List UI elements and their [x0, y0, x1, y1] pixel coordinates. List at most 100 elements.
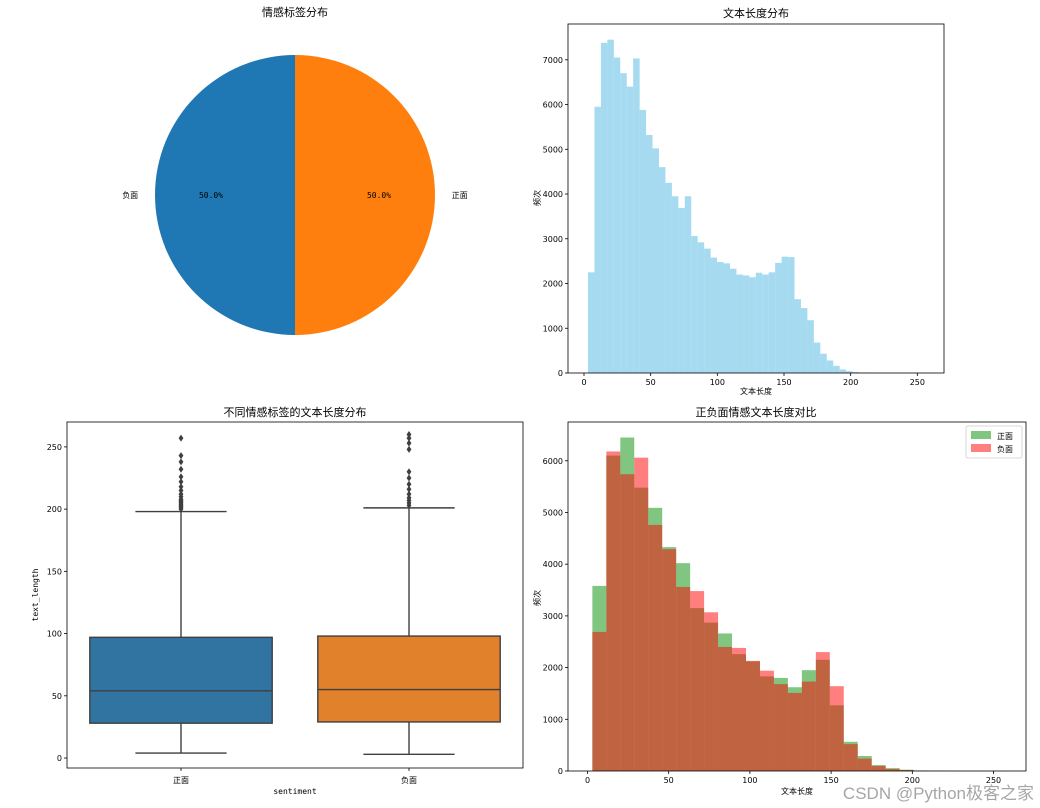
y-tick-label: 0 — [57, 754, 62, 763]
histogram-bar-negative — [787, 692, 802, 771]
histogram-bar — [646, 134, 653, 373]
outlier-point — [178, 486, 184, 494]
x-tick-label: 150 — [776, 378, 791, 387]
legend-label: 正面 — [997, 432, 1013, 441]
box-iqr — [89, 636, 273, 724]
outlier-point — [406, 434, 412, 442]
length-histogram-panel: 文本长度分布 0 50 100 150 200 250 0 1000 2000 3000 4000 5… — [532, 6, 945, 396]
y-tick-label: 3000 — [543, 612, 563, 621]
histogram-bar — [800, 308, 808, 373]
pie-slice-label: 负面 — [122, 190, 138, 200]
x-tick-label: 50 — [664, 776, 674, 785]
histogram-bar-negative — [592, 631, 607, 771]
outlier-point — [406, 439, 412, 447]
y-tick-label: 4000 — [543, 190, 563, 199]
outlier-point — [178, 452, 184, 460]
y-tick-label: 2000 — [543, 280, 563, 289]
boxplot-xlabel: sentiment — [273, 787, 317, 796]
comparison-axes-frame — [567, 421, 1027, 772]
histogram-bar-negative — [620, 474, 635, 771]
legend-swatch — [971, 431, 991, 439]
histogram-bar — [704, 248, 711, 373]
legend-box — [965, 425, 1023, 459]
histogram-bar — [658, 167, 666, 373]
x-tick-label: 200 — [905, 776, 920, 785]
histogram-axes-frame — [567, 23, 945, 374]
histogram-bar-negative — [648, 524, 663, 771]
histogram-bar-negative — [829, 686, 844, 771]
outlier-point — [178, 458, 184, 466]
y-tick-label: 0 — [558, 369, 563, 378]
y-tick-label: 50 — [52, 692, 62, 701]
pie-chart-panel: 情感标签分布 负面 50.0% 正面 50.0% — [122, 5, 468, 335]
histogram-bar — [652, 148, 659, 373]
histogram-bar — [736, 274, 743, 373]
histogram-bar — [742, 275, 750, 373]
histogram-bar — [852, 372, 860, 373]
histogram-bar-negative — [759, 670, 774, 771]
legend-label: 负面 — [997, 444, 1013, 454]
histogram-bar — [607, 39, 614, 374]
histogram-bar — [691, 236, 698, 373]
histogram-bar — [820, 353, 827, 373]
y-tick-label: 4000 — [543, 560, 563, 569]
histogram-bar-negative — [871, 766, 886, 771]
histogram-bar-negative — [815, 652, 830, 771]
histogram-title: 文本长度分布 — [723, 6, 789, 20]
x-tick-label: 50 — [646, 378, 656, 387]
histogram-bar-negative — [885, 768, 900, 771]
outlier-point — [406, 445, 412, 453]
histogram-bar-negative — [773, 684, 788, 771]
histogram-bar-negative — [746, 660, 760, 771]
histogram-bar — [781, 256, 789, 373]
histogram-bar — [626, 86, 634, 374]
histogram-bar — [717, 262, 724, 373]
histogram-bar-negative — [801, 681, 816, 771]
outlier-point — [406, 490, 412, 498]
histogram-bar — [775, 262, 782, 373]
histogram-bar — [807, 320, 814, 373]
histogram-bar — [613, 57, 621, 374]
outlier-point — [178, 465, 184, 473]
x-tick-label: 100 — [710, 378, 725, 387]
y-tick-label: 5000 — [543, 508, 563, 517]
outlier-point — [406, 494, 412, 502]
pie-slice — [155, 55, 295, 335]
x-tick-label: 负面 — [401, 775, 417, 785]
y-tick-label: 7000 — [543, 56, 563, 65]
y-tick-label: 2000 — [543, 664, 563, 673]
outlier-point — [406, 430, 412, 438]
histogram-bar — [594, 106, 601, 374]
comparison-xlabel: 文本长度 — [781, 786, 813, 796]
x-tick-label: 100 — [742, 776, 757, 785]
histogram-bar — [729, 268, 737, 373]
outlier-point — [178, 473, 184, 481]
histogram-ylabel: 频次 — [532, 190, 542, 206]
histogram-bar — [633, 58, 640, 373]
histogram-bar-negative — [690, 591, 705, 771]
histogram-bar-negative — [662, 549, 677, 771]
outlier-point — [406, 480, 412, 488]
histogram-bar — [788, 257, 795, 373]
histogram-bar — [749, 277, 756, 373]
pie-percent-label: 50.0% — [367, 191, 391, 200]
histogram-bar-negative — [857, 758, 872, 771]
histogram-bar — [794, 299, 801, 373]
histogram-bar — [620, 73, 627, 373]
boxplot-axes-frame — [66, 421, 524, 769]
comparison-histogram-panel: 正负面情感文本长度对比 0 50 100 150 200 250 0 1000 2000 3000… — [532, 405, 1027, 796]
outlier-point — [178, 483, 184, 491]
outlier-point — [406, 474, 412, 482]
x-tick-label: 200 — [843, 378, 858, 387]
histogram-bar — [684, 196, 692, 373]
y-tick-label: 6000 — [543, 101, 563, 110]
y-tick-label: 150 — [47, 567, 62, 576]
box-iqr — [317, 635, 501, 723]
histogram-bar-negative — [676, 586, 691, 771]
histogram-bar — [639, 109, 647, 374]
y-tick-label: 100 — [47, 630, 62, 639]
pie-percent-label: 50.0% — [199, 191, 223, 200]
histogram-bar — [697, 242, 705, 373]
